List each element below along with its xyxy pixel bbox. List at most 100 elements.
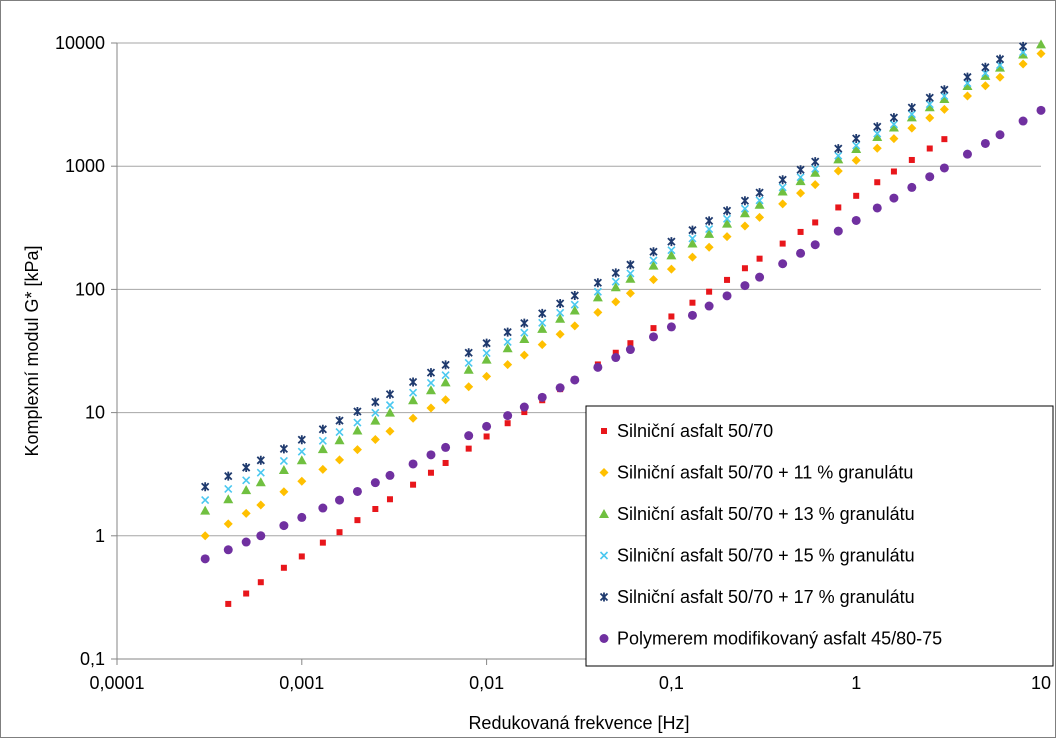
legend-item: Silniční asfalt 50/70 + 11 % granulátu xyxy=(599,463,913,483)
data-point xyxy=(427,469,434,476)
series-3 xyxy=(200,39,1046,515)
data-point xyxy=(352,425,363,435)
data-point xyxy=(318,464,328,474)
y-tick-label: 100 xyxy=(75,279,105,299)
data-point xyxy=(980,81,990,91)
data-point xyxy=(612,349,619,356)
data-point xyxy=(570,300,579,309)
data-point xyxy=(980,70,991,80)
data-point xyxy=(648,275,658,285)
data-point xyxy=(225,600,232,607)
data-point xyxy=(796,248,806,258)
data-point xyxy=(705,224,714,234)
data-point xyxy=(981,69,990,78)
data-point xyxy=(722,232,732,242)
data-point xyxy=(519,333,530,343)
data-point xyxy=(833,226,843,236)
data-point xyxy=(907,103,916,113)
data-point xyxy=(385,401,395,410)
data-point xyxy=(241,508,251,518)
data-point xyxy=(200,505,211,515)
y-axis-title: Komplexní modul G* [kPa] xyxy=(22,245,42,456)
data-point xyxy=(441,442,451,452)
data-point xyxy=(556,308,565,317)
data-point xyxy=(925,93,934,103)
data-point xyxy=(371,408,380,417)
data-point xyxy=(426,450,436,460)
data-point xyxy=(593,307,603,317)
data-point xyxy=(755,272,765,282)
data-point xyxy=(810,180,820,190)
data-point xyxy=(940,91,949,101)
data-point xyxy=(224,484,233,494)
x-tick-label: 0,0001 xyxy=(89,673,144,693)
legend-label: Silniční asfalt 50/70 xyxy=(617,421,773,441)
legend-item: Silniční asfalt 50/70 xyxy=(601,421,773,441)
data-point xyxy=(778,175,787,185)
data-point xyxy=(939,94,950,104)
data-point xyxy=(722,214,732,223)
legend-label: Silniční asfalt 50/70 + 17 % granulátu xyxy=(617,587,915,607)
data-point xyxy=(962,149,972,159)
data-point xyxy=(627,340,634,347)
data-points xyxy=(200,39,1046,607)
data-point xyxy=(425,385,436,395)
data-point xyxy=(756,255,763,262)
data-point xyxy=(812,219,819,226)
data-point xyxy=(625,345,635,355)
data-point xyxy=(441,371,450,380)
data-point xyxy=(889,113,899,123)
data-point xyxy=(649,247,658,257)
data-point xyxy=(995,54,1005,64)
legend-item: Silniční asfalt 50/70 + 17 % granulátu xyxy=(599,587,915,607)
data-point xyxy=(555,383,565,393)
data-point xyxy=(853,192,860,199)
data-point xyxy=(811,157,820,167)
data-point xyxy=(872,132,883,142)
data-point xyxy=(610,282,621,292)
data-point xyxy=(257,579,264,586)
data-point xyxy=(503,411,513,421)
data-point xyxy=(995,72,1005,82)
data-point xyxy=(648,260,659,270)
data-point xyxy=(520,318,529,328)
data-point xyxy=(296,455,307,465)
data-point xyxy=(538,318,547,327)
data-point xyxy=(1036,49,1046,59)
data-point xyxy=(722,218,733,228)
data-point xyxy=(278,465,289,475)
data-point xyxy=(981,62,990,72)
data-point xyxy=(795,176,806,186)
data-point xyxy=(625,288,635,298)
data-point xyxy=(464,348,473,358)
data-point xyxy=(706,288,713,295)
data-point xyxy=(688,234,697,243)
data-point xyxy=(611,297,621,307)
data-point xyxy=(687,310,697,320)
data-point xyxy=(926,145,933,152)
data-point xyxy=(336,529,343,536)
tick-labels: 0,1 1 10 100 1000 10000 0,0001 0,001 0,01 0,1 1 10 xyxy=(55,33,1051,693)
data-point xyxy=(482,371,492,381)
x-tick-label: 0,1 xyxy=(659,673,684,693)
data-point xyxy=(521,409,528,416)
data-point xyxy=(1036,39,1046,49)
data-point xyxy=(995,130,1005,140)
data-point xyxy=(1018,41,1028,51)
data-point xyxy=(569,305,580,315)
legend-item: Silniční asfalt 50/70 + 13 % granulátu xyxy=(599,504,915,524)
series-5 xyxy=(201,41,1028,492)
data-point xyxy=(386,496,393,503)
data-point xyxy=(667,246,676,255)
data-point xyxy=(426,403,436,413)
x-tick-label: 0,001 xyxy=(279,673,324,693)
data-point xyxy=(440,377,451,387)
x-tick-label: 1 xyxy=(851,673,861,693)
data-point xyxy=(318,436,327,445)
data-point xyxy=(740,281,750,291)
data-point xyxy=(410,481,417,488)
data-point xyxy=(464,358,473,368)
data-point xyxy=(740,221,750,231)
data-point xyxy=(963,72,972,82)
